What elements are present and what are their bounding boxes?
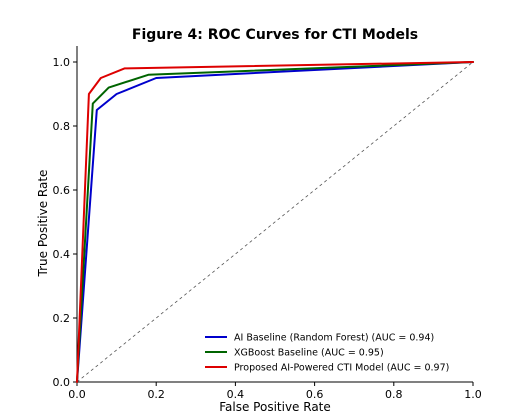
x-tick-label: 0.6 (306, 388, 324, 401)
x-tick-label: 0.0 (68, 388, 86, 401)
legend: AI Baseline (Random Forest) (AUC = 0.94)… (205, 333, 449, 374)
x-tick-label: 0.2 (147, 388, 165, 401)
x-tick-label: 0.8 (385, 388, 403, 401)
x-tick-label: 1.0 (464, 388, 482, 401)
y-axis-label: True Positive Rate (36, 170, 50, 278)
chart-title: Figure 4: ROC Curves for CTI Models (132, 27, 418, 43)
legend-label-3: Proposed AI-Powered CTI Model (AUC = 0.9… (234, 363, 449, 374)
y-tick-label: 0.6 (53, 184, 71, 197)
legend-label-2: XGBoost Baseline (AUC = 0.95) (234, 348, 384, 359)
y-tick-label: 1.0 (53, 56, 71, 69)
series-line-1 (76, 61, 474, 383)
series-line-3 (76, 61, 474, 383)
series-line-2 (76, 61, 474, 383)
reference-diagonal-line (76, 61, 474, 383)
y-tick-label: 0.2 (53, 312, 71, 325)
x-tick-label: 0.4 (227, 388, 245, 401)
y-tick-label: 0.4 (53, 248, 71, 261)
y-tick-label: 0.8 (53, 120, 71, 133)
y-tick-label: 0.0 (53, 376, 71, 389)
legend-label-1: AI Baseline (Random Forest) (AUC = 0.94) (234, 333, 434, 344)
plot-area: 0.0 0.2 0.4 0.6 0.8 1.0 0.0 0.2 0.4 0.6 0.8 1.0 (53, 46, 482, 401)
x-axis-label: False Positive Rate (219, 400, 331, 414)
